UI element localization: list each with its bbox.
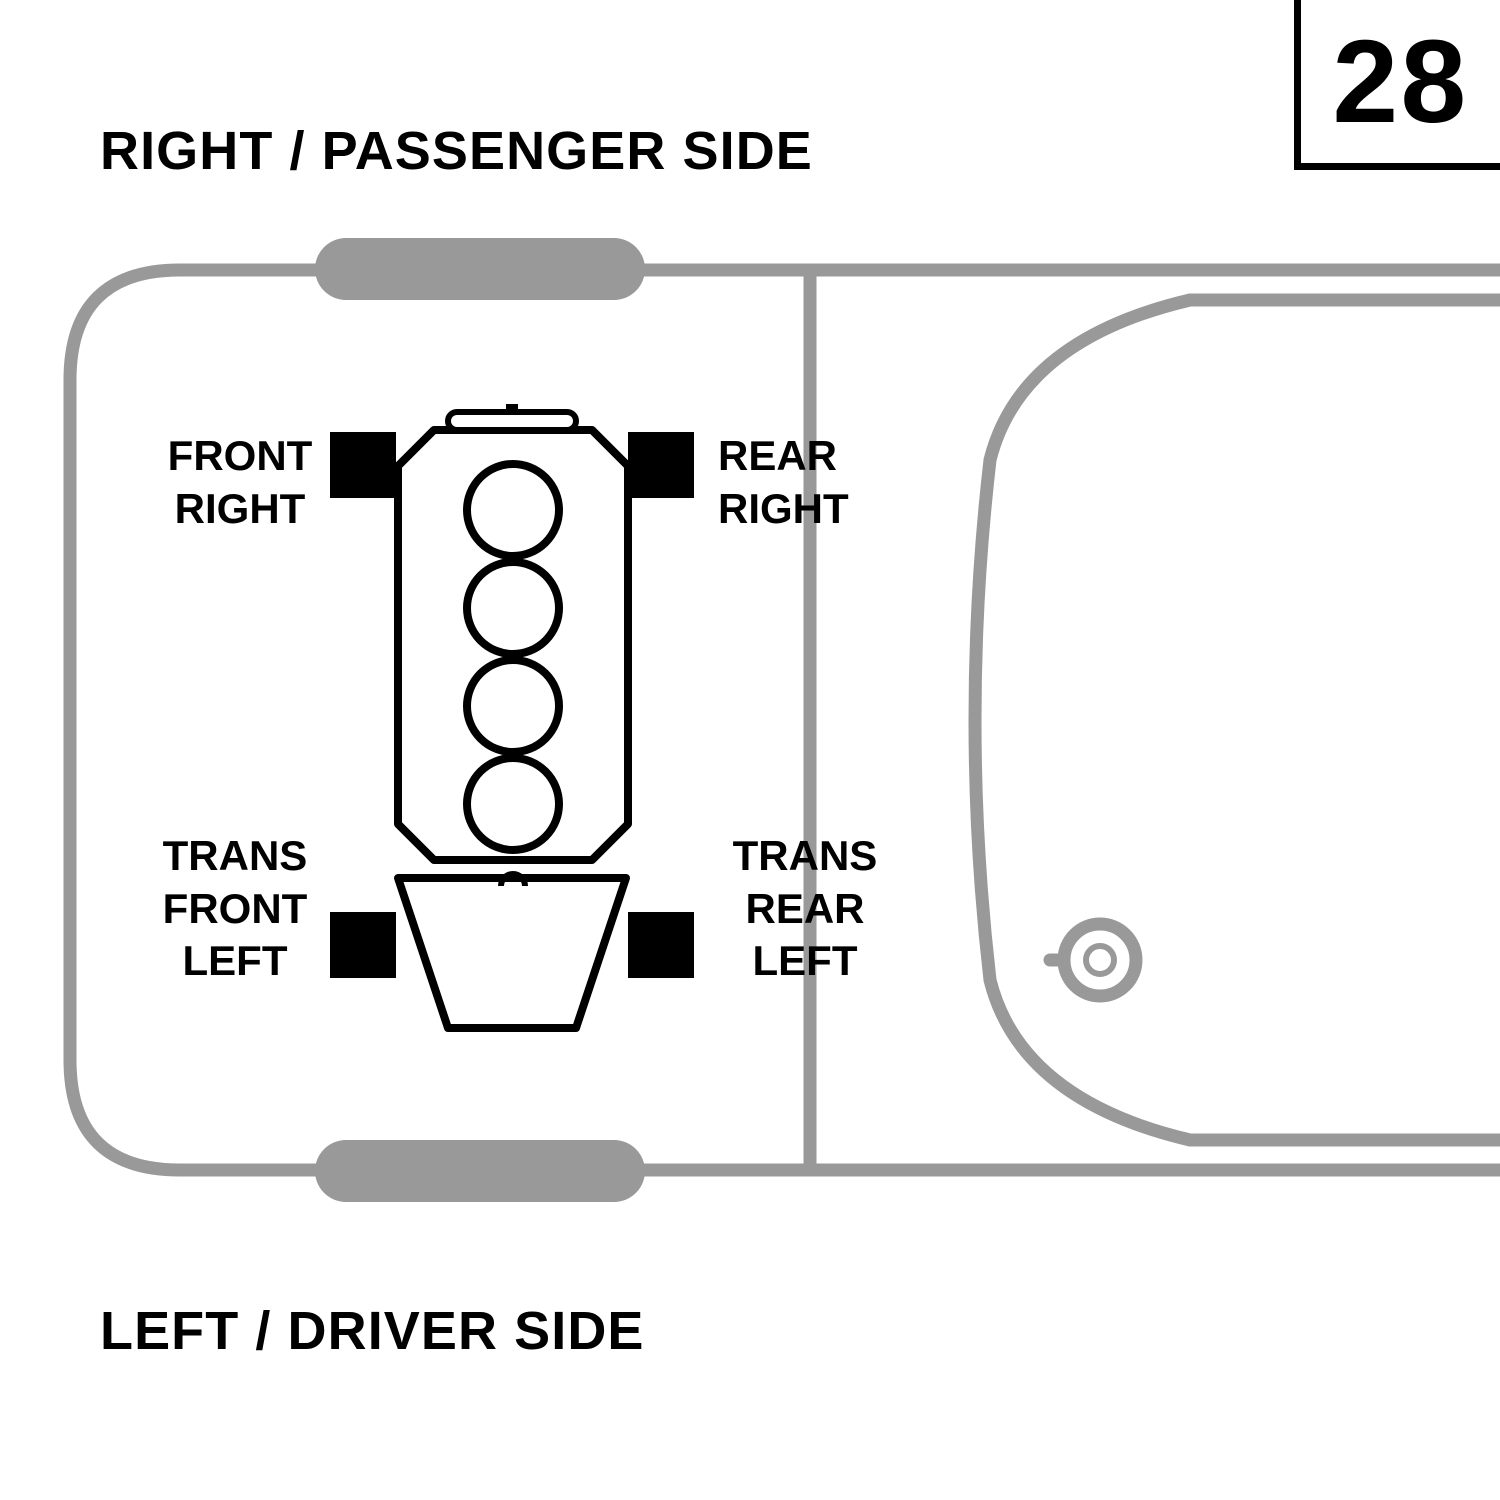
- label-line: RIGHT: [155, 483, 325, 536]
- label-line: RIGHT: [718, 483, 918, 536]
- label-trans-rear-left: TRANS REAR LEFT: [720, 830, 890, 988]
- label-trans-front-left: TRANS FRONT LEFT: [150, 830, 320, 988]
- label-line: REAR: [718, 430, 918, 483]
- mount-rear-right: [628, 432, 694, 498]
- label-line: TRANS: [720, 830, 890, 883]
- car-diagram-svg: [0, 0, 1500, 1500]
- label-line: TRANS: [150, 830, 320, 883]
- label-front-right: FRONT RIGHT: [155, 430, 325, 535]
- label-rear-right: REAR RIGHT: [718, 430, 918, 535]
- label-line: LEFT: [150, 935, 320, 988]
- label-line: FRONT: [150, 883, 320, 936]
- label-line: REAR: [720, 883, 890, 936]
- mount-front-right: [330, 432, 396, 498]
- label-line: FRONT: [155, 430, 325, 483]
- mount-trans-front-left: [330, 912, 396, 978]
- mount-trans-rear-left: [628, 912, 694, 978]
- label-line: LEFT: [720, 935, 890, 988]
